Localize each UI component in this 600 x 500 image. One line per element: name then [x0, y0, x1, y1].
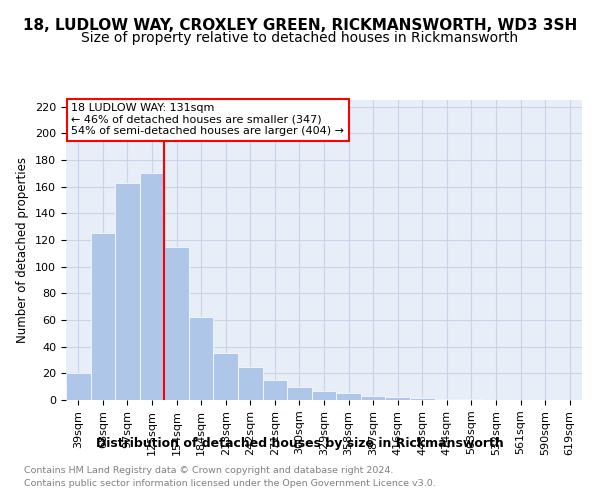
Bar	[189, 318, 214, 400]
Bar	[312, 390, 336, 400]
Bar	[410, 398, 434, 400]
Text: Contains HM Land Registry data © Crown copyright and database right 2024.: Contains HM Land Registry data © Crown c…	[24, 466, 394, 475]
Bar	[164, 246, 189, 400]
Bar	[361, 396, 385, 400]
Bar	[336, 394, 361, 400]
Text: 18, LUDLOW WAY, CROXLEY GREEN, RICKMANSWORTH, WD3 3SH: 18, LUDLOW WAY, CROXLEY GREEN, RICKMANSW…	[23, 18, 577, 32]
Text: 18 LUDLOW WAY: 131sqm
← 46% of detached houses are smaller (347)
54% of semi-det: 18 LUDLOW WAY: 131sqm ← 46% of detached …	[71, 103, 344, 136]
Bar	[434, 398, 459, 400]
Y-axis label: Number of detached properties: Number of detached properties	[16, 157, 29, 343]
Bar	[287, 386, 312, 400]
Bar	[214, 354, 238, 400]
Bar	[91, 234, 115, 400]
Text: Size of property relative to detached houses in Rickmansworth: Size of property relative to detached ho…	[82, 31, 518, 45]
Text: Contains public sector information licensed under the Open Government Licence v3: Contains public sector information licen…	[24, 479, 436, 488]
Bar	[115, 182, 140, 400]
Bar	[263, 380, 287, 400]
Text: Distribution of detached houses by size in Rickmansworth: Distribution of detached houses by size …	[96, 438, 504, 450]
Bar	[140, 174, 164, 400]
Bar	[66, 374, 91, 400]
Bar	[238, 366, 263, 400]
Bar	[385, 398, 410, 400]
